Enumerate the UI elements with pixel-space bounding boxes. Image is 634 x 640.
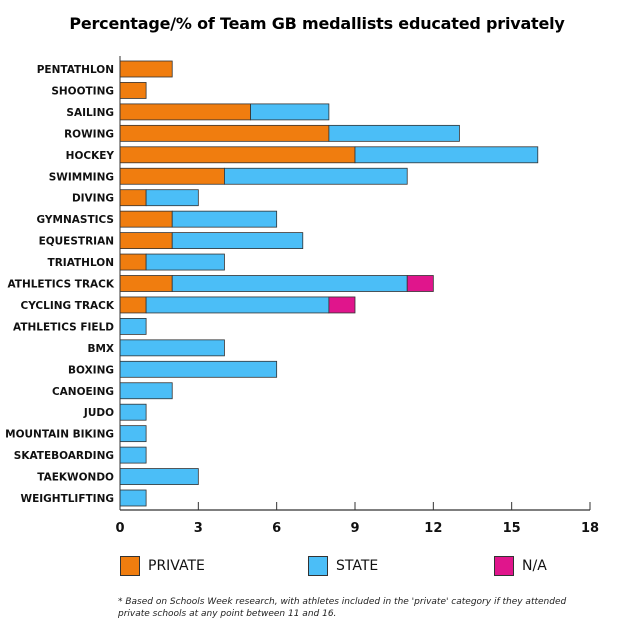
x-tick-label-15: 15	[503, 521, 521, 536]
category-label-mountain-biking: MOUNTAIN BIKING	[5, 429, 114, 441]
bar-canoeing-state	[119, 382, 173, 400]
bar-sailing-state	[250, 103, 330, 121]
category-label-pentathlon: PENTATHLON	[37, 64, 114, 76]
legend-swatch-state	[308, 556, 328, 576]
x-tick-label-0: 0	[115, 521, 124, 536]
bar-skateboarding-state	[119, 446, 147, 464]
bar-mountain-biking-state	[119, 425, 147, 443]
category-label-athletics-track: ATHLETICS TRACK	[7, 279, 114, 291]
legend-label-state: STATE	[336, 558, 379, 574]
bar-athletics-field-state	[119, 317, 147, 335]
bar-sailing-private	[119, 103, 251, 121]
x-tick-label-6: 6	[272, 521, 281, 536]
x-tick-label-9: 9	[350, 521, 359, 536]
category-label-taekwondo: TAEKWONDO	[37, 472, 114, 484]
bar-shooting-private	[119, 82, 147, 99]
bar-cycling-track-state	[145, 296, 330, 314]
category-label-diving: DIVING	[72, 193, 114, 205]
bars-layer	[119, 60, 539, 507]
category-label-judo: JUDO	[83, 407, 114, 419]
category-label-canoeing: CANOEING	[52, 386, 114, 398]
category-label-rowing: ROWING	[64, 128, 114, 140]
category-label-shooting: SHOOTING	[51, 85, 114, 97]
x-tick-label-12: 12	[424, 521, 442, 536]
legend-swatch-na	[494, 556, 514, 576]
bar-weightlifting-state	[119, 489, 147, 507]
category-label-cycling-track: CYCLING TRACK	[20, 300, 114, 312]
bar-boxing-state	[119, 360, 278, 378]
category-label-triathlon: TRIATHLON	[48, 257, 114, 269]
bar-hockey-state	[354, 146, 539, 164]
category-label-bmx: BMX	[87, 343, 114, 355]
category-label-swimming: SWIMMING	[49, 171, 114, 183]
legend-label-private: PRIVATE	[148, 558, 205, 574]
category-labels: PENTATHLON SHOOTING SAILING ROWING HOCKEY SWI…	[5, 64, 115, 505]
category-label-hockey: HOCKEY	[66, 150, 115, 162]
legend-item-state: STATE	[308, 556, 378, 576]
bar-rowing-state	[328, 124, 460, 142]
bar-diving-state	[145, 189, 199, 207]
bar-cycling-track-private	[119, 296, 147, 314]
bar-swimming-private	[119, 167, 225, 185]
x-axis: 0 3 6 9 12 15 18	[115, 56, 599, 536]
bar-rowing-private	[119, 124, 330, 142]
bar-bmx-state	[119, 339, 225, 357]
category-label-boxing: BOXING	[68, 364, 114, 376]
bar-triathlon-state	[145, 253, 225, 271]
legend-swatch-private	[120, 556, 140, 576]
bar-equestrian-state	[171, 232, 304, 250]
legend-item-private: PRIVATE	[120, 556, 205, 576]
bar-chart: PENTATHLON SHOOTING SAILING ROWING HOCKEY SWI…	[5, 56, 599, 536]
bar-gymnastics-state	[171, 210, 278, 228]
bar-triathlon-private	[119, 253, 147, 271]
bar-gymnastics-private	[119, 210, 173, 228]
bar-athletics-track-na	[406, 275, 434, 292]
legend: PRIVATE STATE N/A	[0, 556, 634, 582]
bar-diving-private	[119, 189, 147, 207]
bar-athletics-track-state	[171, 275, 408, 292]
category-label-equestrian: EQUESTRIAN	[39, 236, 114, 248]
x-tick-label-3: 3	[194, 521, 203, 536]
bar-pentathlon-private	[119, 60, 173, 78]
bar-taekwondo-state	[119, 468, 199, 485]
category-label-weightlifting: WEIGHTLIFTING	[21, 493, 114, 505]
bar-judo-state	[119, 403, 147, 421]
category-label-skateboarding: SKATEBOARDING	[14, 450, 114, 462]
bar-cycling-track-na	[328, 296, 356, 314]
category-label-gymnastics: GYMNASTICS	[37, 214, 114, 226]
bar-equestrian-private	[119, 232, 173, 250]
footnote: * Based on Schools Week research, with a…	[118, 597, 567, 619]
category-label-sailing: SAILING	[66, 107, 114, 119]
legend-label-na: N/A	[522, 558, 547, 574]
bar-athletics-track-private	[119, 275, 173, 292]
bar-swimming-state	[224, 167, 408, 185]
chart-title: Percentage/% of Team GB medallists educa…	[69, 14, 565, 33]
legend-item-na: N/A	[494, 556, 547, 576]
category-label-athletics-field: ATHLETICS FIELD	[13, 321, 114, 333]
x-tick-label-18: 18	[581, 521, 599, 536]
bar-hockey-private	[119, 146, 356, 164]
